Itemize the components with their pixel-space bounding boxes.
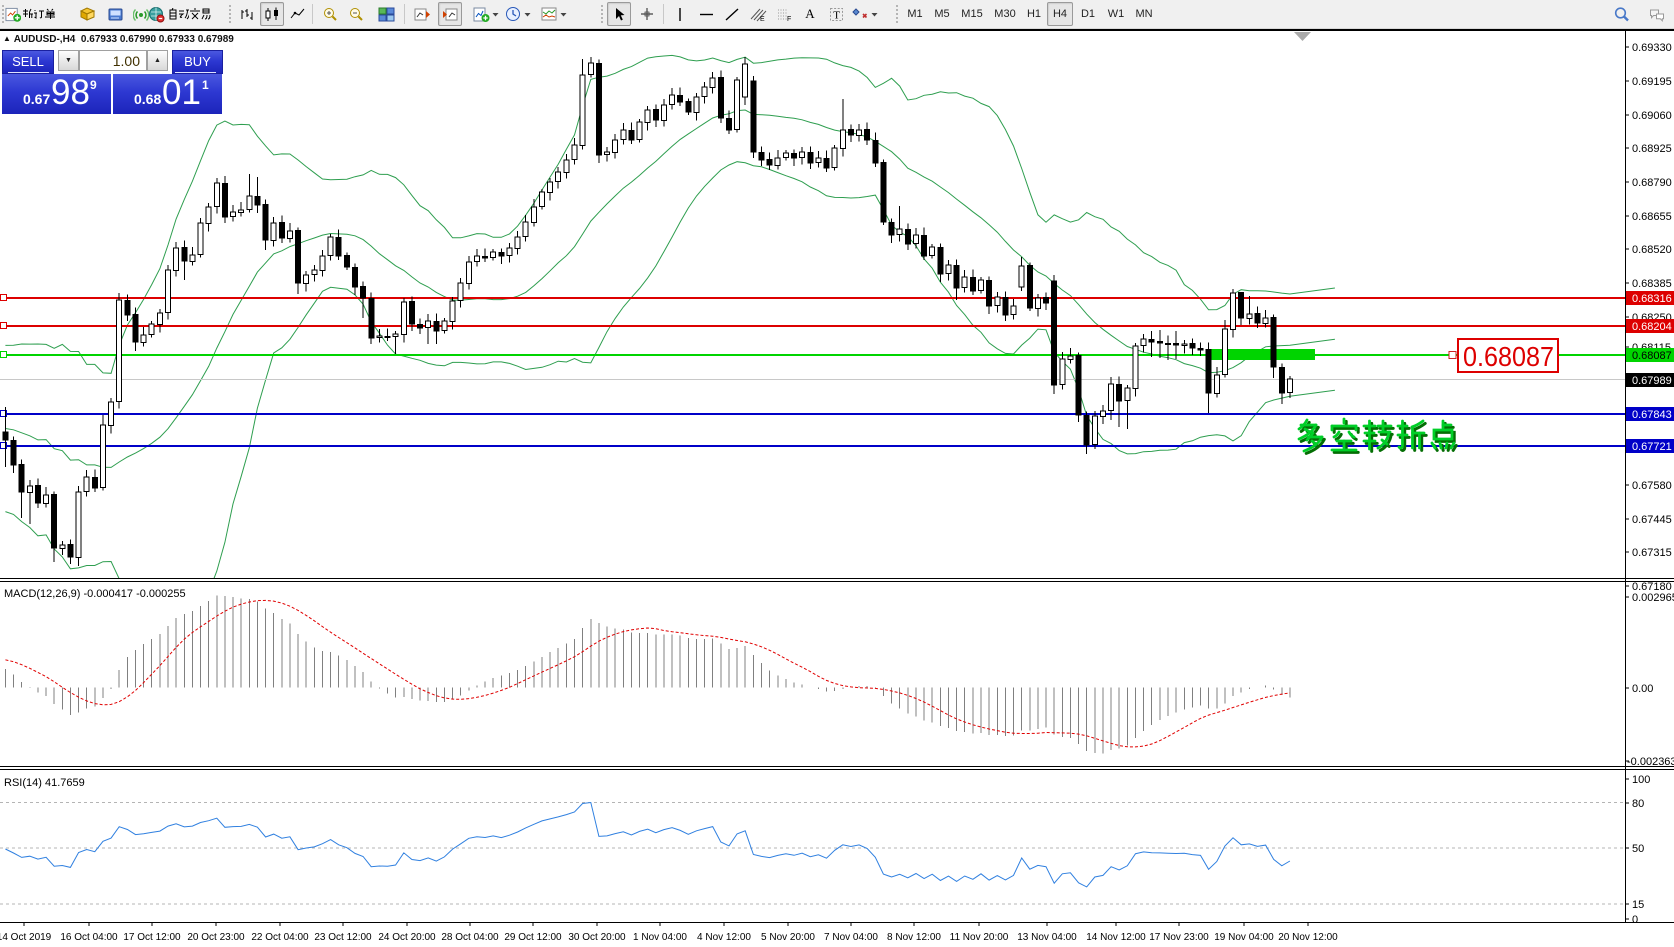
svg-text:0.67445: 0.67445 xyxy=(1632,514,1672,526)
svg-text:F: F xyxy=(787,16,791,23)
svg-text:50: 50 xyxy=(1632,843,1644,855)
svg-text:E: E xyxy=(760,16,765,23)
svg-text:T: T xyxy=(833,9,840,21)
svg-text:0.68087: 0.68087 xyxy=(1463,341,1554,372)
svg-text:29 Oct 12:00: 29 Oct 12:00 xyxy=(504,932,562,943)
svg-text:8 Nov 12:00: 8 Nov 12:00 xyxy=(887,932,941,943)
svg-text:0.68790: 0.68790 xyxy=(1632,177,1672,189)
svg-text:15: 15 xyxy=(1632,899,1644,911)
svg-text:0.68087: 0.68087 xyxy=(1632,350,1672,362)
svg-text:22 Oct 04:00: 22 Oct 04:00 xyxy=(251,932,309,943)
svg-text:16 Oct 04:00: 16 Oct 04:00 xyxy=(60,932,118,943)
svg-text:13 Nov 04:00: 13 Nov 04:00 xyxy=(1017,932,1077,943)
svg-text:4 Nov 12:00: 4 Nov 12:00 xyxy=(697,932,751,943)
svg-text:0.67843: 0.67843 xyxy=(1632,409,1672,421)
svg-text:0.67580: 0.67580 xyxy=(1632,480,1672,492)
svg-text:0.67721: 0.67721 xyxy=(1632,441,1672,453)
svg-text:0.67989: 0.67989 xyxy=(1632,375,1672,387)
svg-text:0.67315: 0.67315 xyxy=(1632,547,1672,559)
svg-text:20 Oct 23:00: 20 Oct 23:00 xyxy=(187,932,245,943)
svg-text:23 Oct 12:00: 23 Oct 12:00 xyxy=(314,932,372,943)
svg-text:0.68655: 0.68655 xyxy=(1632,211,1672,223)
svg-text:17 Nov 23:00: 17 Nov 23:00 xyxy=(1149,932,1209,943)
svg-text:19 Nov 04:00: 19 Nov 04:00 xyxy=(1214,932,1274,943)
svg-text:14 Nov 12:00: 14 Nov 12:00 xyxy=(1086,932,1146,943)
svg-text:5 Nov 20:00: 5 Nov 20:00 xyxy=(761,932,815,943)
svg-text:30 Oct 20:00: 30 Oct 20:00 xyxy=(568,932,626,943)
svg-text:80: 80 xyxy=(1632,798,1644,810)
svg-text:17 Oct 12:00: 17 Oct 12:00 xyxy=(123,932,181,943)
svg-text:100: 100 xyxy=(1632,774,1650,786)
svg-text:0.68385: 0.68385 xyxy=(1632,278,1672,290)
svg-text:1 Nov 04:00: 1 Nov 04:00 xyxy=(633,932,687,943)
svg-text:0.69060: 0.69060 xyxy=(1632,110,1672,122)
svg-text:-0.002363: -0.002363 xyxy=(1627,756,1674,768)
svg-text:0.68316: 0.68316 xyxy=(1632,293,1672,305)
svg-text:0.69330: 0.69330 xyxy=(1632,42,1672,54)
svg-text:24 Oct 20:00: 24 Oct 20:00 xyxy=(378,932,436,943)
svg-text:14 Oct 2019: 14 Oct 2019 xyxy=(0,932,52,943)
svg-text:0.00: 0.00 xyxy=(1632,683,1653,695)
svg-text:0.68520: 0.68520 xyxy=(1632,244,1672,256)
svg-text:0.68204: 0.68204 xyxy=(1632,321,1672,333)
svg-text:0.002965: 0.002965 xyxy=(1632,592,1674,604)
svg-text:0.69195: 0.69195 xyxy=(1632,76,1672,88)
svg-text:0: 0 xyxy=(1632,914,1638,926)
svg-text:RSI(14) 41.7659: RSI(14) 41.7659 xyxy=(4,777,85,789)
svg-text:11 Nov 20:00: 11 Nov 20:00 xyxy=(950,932,1009,943)
svg-text:0.68925: 0.68925 xyxy=(1632,143,1672,155)
svg-text:28 Oct 04:00: 28 Oct 04:00 xyxy=(441,932,499,943)
svg-text:20 Nov 12:00: 20 Nov 12:00 xyxy=(1278,932,1338,943)
svg-text:7 Nov 04:00: 7 Nov 04:00 xyxy=(824,932,878,943)
svg-text:0.67180: 0.67180 xyxy=(1632,581,1672,593)
svg-text:MACD(12,26,9) -0.000417 -0.000: MACD(12,26,9) -0.000417 -0.000255 xyxy=(4,588,186,600)
